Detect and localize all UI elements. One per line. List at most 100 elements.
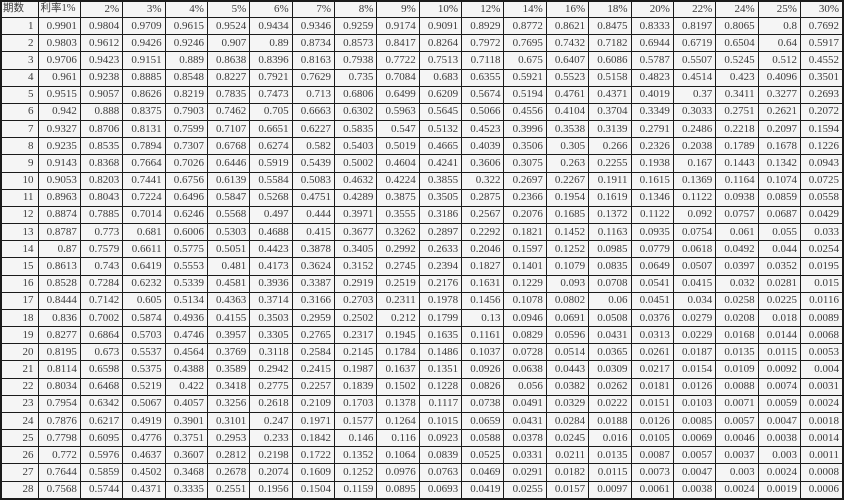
pv-factor-cell: 0.3033 [672,102,717,122]
pv-factor-cell: 0.247 [249,411,293,431]
pv-factor-cell: 0.4371 [122,480,166,500]
pv-factor-cell: 0.1971 [291,411,336,431]
pv-factor-cell: 0.0508 [588,308,632,328]
pv-factor-cell: 0.032 [715,274,759,293]
pv-factor-cell: 0.0429 [799,205,844,225]
pv-factor-cell: 0.7307 [164,137,208,156]
pv-factor-cell: 0.675 [503,51,547,70]
pv-factor-cell: 0.9706 [37,51,81,70]
pv-factor-cell: 0.0109 [715,360,759,379]
pv-factor-cell: 0.3118 [249,343,293,362]
pv-factor-cell: 0.0378 [503,429,547,448]
pv-factor-cell: 0.2257 [291,377,336,396]
table-row: 26 0.772 0.5976 0.4637 0.3607 0.2812 0.2198 0.1… [0,446,844,465]
pv-factor-cell: 0.681 [122,223,166,242]
pv-factor-cell: 0.512 [757,51,801,70]
pv-factor-cell: 0.0895 [376,480,420,500]
pv-factor-cell: 0.1122 [630,205,674,225]
pv-factor-cell: 0.3624 [291,257,336,276]
pv-factor-cell: 0.0558 [799,188,844,207]
pv-factor-cell: 0.6086 [588,51,632,70]
pv-factor-cell: 0.6611 [122,240,166,259]
pv-factor-cell: 0.2072 [799,102,844,122]
pv-factor-cell: 0.4823 [630,68,674,87]
pv-factor-cell: 0.3538 [545,120,590,139]
pv-factor-cell: 0.4523 [461,120,505,139]
pv-factor-cell: 0.5645 [418,102,463,122]
pv-factor-cell: 0.8734 [291,34,336,53]
pv-factor-cell: 0.89 [249,34,293,53]
pv-factor-cell: 0.2897 [418,223,463,242]
pv-factor-cell: 0.4173 [249,257,293,276]
pv-factor-cell: 0.772 [37,446,81,465]
pv-factor-cell: 0.7695 [503,34,547,53]
pv-factor-cell: 0.4604 [376,154,420,173]
rate-column-header: 16% [545,0,590,18]
pv-factor-cell: 0.0047 [672,463,717,482]
pv-factor-cell: 0.1229 [503,274,547,293]
pv-factor-cell: 0.0492 [715,240,759,259]
table-row: 13 0.8787 0.773 0.681 0.6006 0.5303 0.4688 0.41… [0,223,844,242]
pv-factor-cell: 0.055 [757,223,801,242]
pv-factor-cell: 0.1352 [334,446,378,465]
pv-factor-cell: 0.3855 [418,171,463,190]
pv-factor-cell: 0.3875 [376,188,420,207]
pv-factor-cell: 0.2551 [206,480,251,500]
pv-factor-cell: 0.9235 [37,137,81,156]
period-cell: 25 [0,429,39,448]
pv-factor-cell: 0.3677 [334,223,378,242]
pv-factor-cell: 0.3166 [291,291,336,310]
pv-factor-cell: 0.2046 [461,240,505,259]
period-cell: 14 [0,240,39,259]
pv-factor-cell: 0.2109 [291,394,336,413]
pv-factor-cell: 0.5403 [334,137,378,156]
pv-factor-cell: 0.907 [206,34,251,53]
pv-factor-cell: 0.2953 [206,429,251,448]
pv-factor-cell: 0.1456 [461,291,505,310]
pv-factor-cell: 0.0046 [715,429,759,448]
pv-factor-cell: 0.2415 [291,360,336,379]
pv-factor-cell: 0.87 [37,240,81,259]
pv-factor-cell: 0.212 [376,308,420,328]
pv-factor-cell: 0.7921 [249,68,293,87]
pv-factor-cell: 0.1978 [418,291,463,310]
pv-factor-cell: 0.1252 [545,240,590,259]
pv-factor-cell: 0.004 [799,360,844,379]
rate-column-header: 25% [757,0,801,18]
pv-factor-cell: 0.5002 [334,154,378,173]
table-row: 5 0.9515 0.9057 0.8626 0.8219 0.7835 0.7473 0.7… [0,85,844,104]
pv-factor-cell: 0.0088 [715,377,759,396]
pv-factor-cell: 0.6496 [164,188,208,207]
pv-factor-cell: 0.2267 [545,171,590,190]
pv-factor-cell: 0.4039 [461,137,505,156]
pv-factor-cell: 0.6139 [206,171,251,190]
period-cell: 2 [0,34,39,53]
pv-factor-cell: 0.0525 [461,446,505,465]
pv-factor-cell: 0.0779 [630,240,674,259]
pv-factor-cell: 0.7284 [79,274,124,293]
pv-factor-cell: 0.1443 [715,154,759,173]
pv-factor-cell: 0.5067 [122,394,166,413]
pv-factor-cell: 0.015 [799,274,844,293]
pv-factor-cell: 0.3152 [334,257,378,276]
pv-factor-cell: 0.4096 [757,68,801,87]
pv-factor-cell: 0.1597 [503,240,547,259]
pv-factor-cell: 0.093 [545,274,590,293]
pv-factor-cell: 0.8065 [715,16,759,36]
pv-factor-cell: 0.8548 [164,68,208,87]
pv-factor-cell: 0.7002 [79,308,124,328]
pv-factor-cell: 0.8131 [122,120,166,139]
pv-factor-cell: 0.2875 [461,188,505,207]
period-cell: 15 [0,257,39,276]
pv-factor-cell: 0.743 [79,257,124,276]
pv-factor-cell: 0.6232 [122,274,166,293]
pv-factor-cell: 0.0053 [799,343,844,362]
pv-factor-cell: 0.8417 [376,34,420,53]
table-row: 24 0.7876 0.6217 0.4919 0.3901 0.3101 0.247 0.1… [0,411,844,431]
pv-factor-cell: 0.2678 [206,463,251,482]
pv-factor-cell: 0.018 [757,308,801,328]
pv-factor-cell: 0.4776 [122,429,166,448]
pv-factor-cell: 0.1117 [418,394,463,413]
pv-factor-cell: 0.8706 [79,120,124,139]
pv-factor-cell: 0.5775 [164,240,208,259]
